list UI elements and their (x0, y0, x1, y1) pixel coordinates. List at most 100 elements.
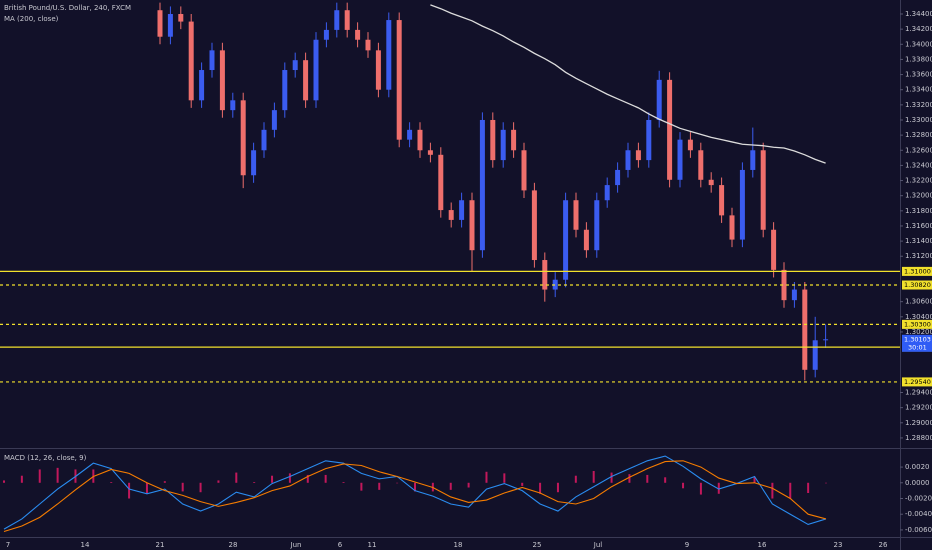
y-tick-label: 1.29400 (905, 389, 932, 397)
level-label: 1.30300 (904, 320, 931, 328)
candle-body (230, 100, 236, 111)
candle-body (209, 50, 215, 71)
macd-line (3, 455, 827, 530)
macd-histogram-bar (3, 480, 5, 483)
macd-histogram-bar (574, 475, 577, 483)
macd-histogram-bar (503, 473, 506, 483)
x-tick-label: 7 (6, 541, 10, 549)
macd-histogram-bar (396, 482, 399, 484)
candle-body (573, 200, 579, 230)
x-tick-label: 14 (81, 541, 90, 549)
candle-body (334, 10, 340, 30)
candle-body (594, 200, 600, 251)
macd-histogram-bar (628, 474, 631, 483)
y-tick-label: 1.31400 (905, 237, 932, 245)
y-tick-label: 1.32200 (905, 177, 932, 185)
chart-title: British Pound/U.S. Dollar, 240, FXCM (4, 4, 131, 12)
candle-body (812, 340, 818, 370)
candle-body (719, 185, 725, 216)
y-tick-label: 1.31200 (905, 252, 932, 260)
candle-body (167, 14, 173, 37)
level-tag (902, 266, 932, 276)
candle-body (823, 339, 829, 341)
y-tick-label: -0.0020 (905, 495, 932, 503)
macd-histogram-bar (56, 467, 59, 483)
y-tick-label: 1.32400 (905, 161, 932, 169)
macd-histogram-bar (414, 482, 416, 492)
level-label: 1.30820 (904, 281, 931, 289)
macd-histogram-bar (521, 482, 524, 486)
level-label: 1.31000 (904, 267, 931, 275)
macd-histogram-bar (324, 474, 327, 483)
candle-body (739, 169, 745, 240)
candle-body (791, 289, 797, 301)
y-tick-label: 1.28800 (905, 434, 932, 442)
candle-body (771, 229, 777, 270)
candle-body (199, 70, 205, 101)
candle-body (802, 289, 808, 370)
candle-body (427, 150, 433, 155)
candle-body (677, 139, 683, 180)
macd-histogram-bar (717, 482, 720, 494)
candle-body (563, 200, 569, 280)
y-tick-label: 1.31800 (905, 207, 932, 215)
ma-line (430, 4, 826, 164)
macd-histogram-bar (699, 482, 702, 495)
candle-body (615, 169, 621, 186)
macd-histogram-bar (789, 482, 792, 499)
candle-body (646, 119, 652, 161)
macd-histogram-bar (539, 482, 542, 494)
macd-histogram-bar (110, 482, 113, 483)
macd-histogram-bar (253, 482, 256, 483)
level-label: 1.29540 (904, 378, 931, 386)
macd-histogram-bar (485, 471, 488, 483)
macd-histogram-bar (807, 482, 810, 493)
candle-body (583, 229, 589, 251)
level-tag (902, 319, 932, 329)
macd-histogram-bar (128, 482, 131, 499)
macd-histogram-bar (342, 482, 345, 483)
macd-histogram-bar (235, 472, 238, 483)
candle-body (344, 10, 350, 30)
candle-body (469, 200, 475, 251)
candle-body (251, 150, 257, 176)
x-tick-label: Jul (593, 541, 603, 549)
y-tick-label: 1.29000 (905, 419, 932, 427)
macd-histogram-bar (271, 475, 274, 483)
y-tick-label: 0.0000 (905, 479, 930, 487)
candle-body (438, 154, 444, 211)
candle-body (386, 20, 392, 90)
candle-body (521, 150, 527, 191)
candle-body (511, 129, 517, 151)
macd-histogram-bar (360, 482, 363, 491)
macd-histogram-bar (467, 482, 470, 488)
y-tick-label: 1.31600 (905, 222, 932, 230)
candle-body (781, 269, 787, 301)
candle-body (656, 79, 662, 120)
candle-body (355, 29, 361, 40)
countdown: 30:01 (908, 343, 927, 351)
macd-histogram-bar (288, 473, 291, 483)
x-tick-label: 11 (368, 541, 377, 549)
macd-histogram-bar (556, 482, 559, 493)
y-tick-label: 1.34200 (905, 25, 932, 33)
candle-body (760, 150, 766, 230)
candle-body (188, 21, 194, 101)
candle-body (375, 50, 381, 90)
macd-histogram-bar (38, 469, 41, 483)
macd-histogram-bar (199, 482, 202, 493)
candle-body (157, 10, 163, 37)
y-tick-label: 1.33400 (905, 86, 932, 94)
macd-histogram-bar (306, 474, 309, 483)
candle-body (531, 190, 537, 261)
candle-body (625, 150, 631, 170)
candle-body (687, 139, 693, 151)
y-tick-label: 1.29200 (905, 404, 932, 412)
candle-body (261, 129, 267, 151)
macd-histogram-bar (20, 475, 23, 483)
candle-body (500, 129, 506, 161)
macd-histogram-bar (592, 471, 595, 483)
candle-body (490, 119, 496, 161)
ma-legend: MA (200, close) (4, 15, 59, 23)
